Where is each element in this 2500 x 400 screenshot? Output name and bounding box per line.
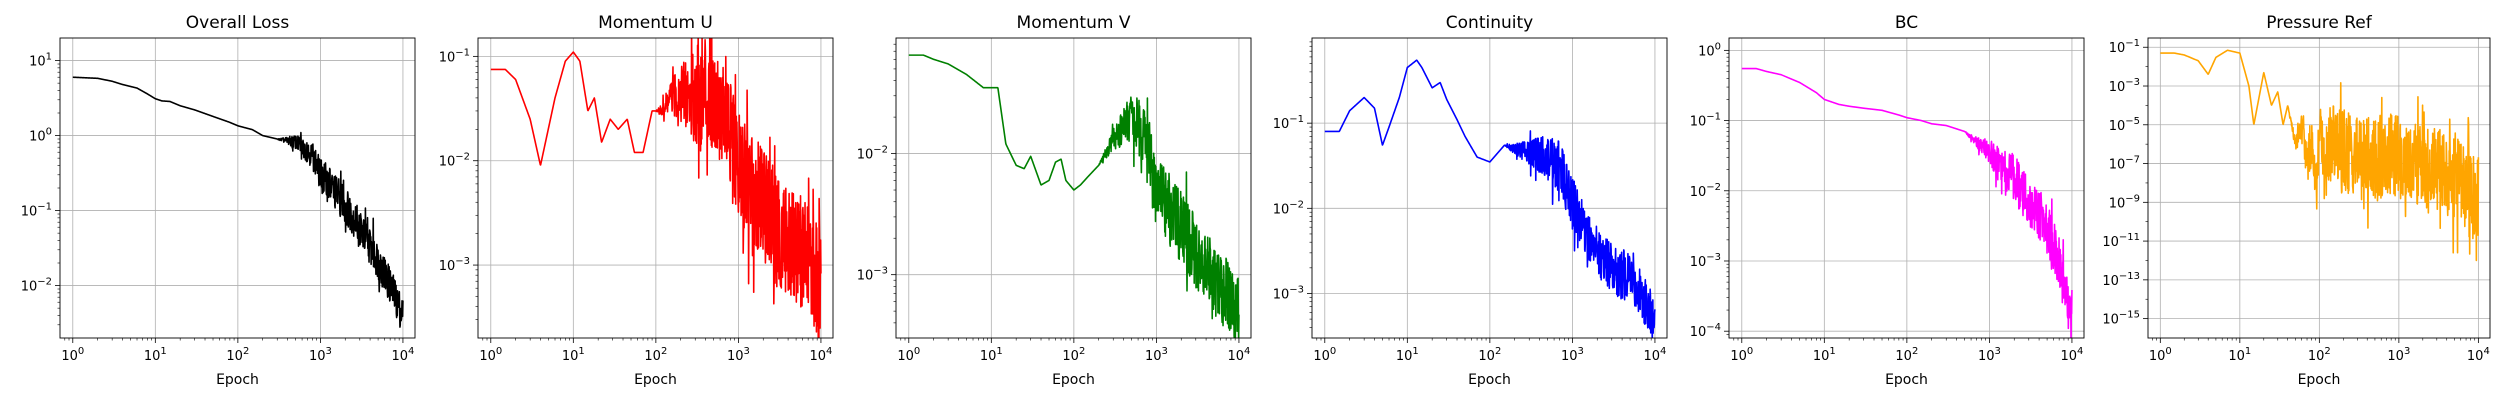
x-tick-label: 103 — [1145, 346, 1168, 364]
x-tick-label: 101 — [144, 346, 167, 364]
chart-4: 100 101 102 103 104 10−3 10−2 10−1 Continuity Epo… — [1273, 13, 1668, 388]
y-tick-label: 10−2 — [1273, 199, 1304, 217]
y-tick-label: 10−1 — [21, 202, 52, 220]
series-line — [72, 76, 404, 328]
plot-frame — [1728, 37, 2085, 339]
x-tick-label: 104 — [1227, 346, 1250, 364]
chart-title: BC — [1895, 13, 1918, 33]
x-axis-label: Epoch — [216, 372, 259, 388]
chart-2: 100 101 102 103 104 10−3 10−2 10−1 Momentum U Epo… — [439, 13, 834, 388]
x-tick-label: 100 — [2149, 346, 2172, 364]
x-tick-label: 101 — [980, 346, 1003, 364]
y-tick-label: 10−1 — [1273, 114, 1304, 132]
plot-frame — [2147, 37, 2491, 339]
x-axis-label: Epoch — [634, 372, 677, 388]
x-tick-label: 100 — [479, 346, 502, 364]
x-axis-label: Epoch — [1468, 372, 1511, 388]
y-tick-label: 10−5 — [2109, 116, 2140, 134]
chart-title: Momentum V — [1017, 13, 1131, 33]
plot-frame — [895, 37, 1252, 339]
x-tick-label: 103 — [1561, 346, 1584, 364]
x-tick-label: 100 — [897, 346, 920, 364]
chart-title: Momentum U — [598, 13, 713, 33]
y-tick-label: 10−3 — [439, 256, 470, 274]
series-line — [490, 38, 822, 338]
x-tick-label: 104 — [2060, 346, 2083, 364]
x-tick-label: 103 — [1978, 346, 2001, 364]
x-axis-label: Epoch — [1885, 372, 1928, 388]
x-tick-label: 104 — [1643, 346, 1666, 364]
y-tick-label: 10−7 — [2109, 155, 2140, 173]
x-tick-label: 103 — [2387, 346, 2410, 364]
y-tick-label: 10−3 — [2109, 77, 2140, 95]
y-tick-label: 10−2 — [1690, 182, 1721, 200]
y-tick-label: 10−2 — [21, 277, 52, 295]
y-tick-label: 100 — [29, 127, 52, 145]
x-tick-label: 100 — [1730, 346, 1753, 364]
x-axis-label: Epoch — [2298, 372, 2341, 388]
y-tick-label: 10−3 — [1690, 252, 1721, 270]
x-tick-label: 100 — [61, 346, 84, 364]
x-tick-label: 104 — [391, 346, 414, 364]
y-tick-label: 101 — [29, 52, 52, 70]
x-tick-label: 102 — [1478, 346, 1501, 364]
y-tick-label: 10−15 — [2102, 310, 2140, 328]
x-tick-label: 102 — [2308, 346, 2331, 364]
chart-1: 100 101 102 103 104 10−2 10−1 100 101 Overall Los… — [21, 13, 416, 388]
y-tick-label: 10−13 — [2102, 271, 2140, 289]
y-tick-label: 10−2 — [857, 145, 888, 163]
x-tick-label: 100 — [1313, 346, 1336, 364]
y-tick-label: 10−11 — [2102, 232, 2140, 250]
y-tick-label: 10−3 — [1273, 284, 1304, 302]
x-tick-label: 102 — [644, 346, 667, 364]
series-line — [908, 54, 1240, 338]
chart-3: 100 101 102 103 104 10−3 10−2 Momentum V Epoch — [857, 13, 1252, 388]
x-tick-label: 104 — [2467, 346, 2490, 364]
y-tick-label: 10−1 — [439, 47, 470, 65]
chart-title: Continuity — [1446, 13, 1533, 33]
chart-6: 100 101 102 103 104 10−15 10−13 10−11 10−9 10−7 10… — [2102, 13, 2491, 388]
y-tick-label: 10−3 — [857, 266, 888, 284]
y-tick-label: 10−9 — [2109, 193, 2140, 211]
x-tick-label: 101 — [1813, 346, 1836, 364]
x-tick-label: 102 — [1895, 346, 1918, 364]
chart-5: 100 101 102 103 104 10−4 10−3 10−2 10−1 100 BC Epoc… — [1690, 13, 2085, 388]
plot-frame — [477, 37, 834, 339]
chart-title: Overall Loss — [186, 13, 290, 33]
x-tick-label: 104 — [809, 346, 832, 364]
series-line — [1741, 67, 2073, 338]
plot-frame — [59, 37, 416, 339]
y-tick-label: 10−1 — [2109, 38, 2140, 56]
x-tick-label: 102 — [1062, 346, 1085, 364]
chart-title: Pressure Ref — [2266, 13, 2373, 33]
x-tick-label: 101 — [1396, 346, 1419, 364]
plot-frame — [1311, 37, 1668, 339]
y-tick-label: 10−4 — [1690, 322, 1721, 340]
y-tick-label: 10−1 — [1690, 112, 1721, 130]
x-tick-label: 101 — [2228, 346, 2251, 364]
x-tick-label: 101 — [562, 346, 585, 364]
y-tick-label: 10−2 — [439, 152, 470, 170]
x-tick-label: 103 — [309, 346, 332, 364]
series-line — [2159, 49, 2480, 262]
x-tick-label: 103 — [727, 346, 750, 364]
x-tick-label: 102 — [226, 346, 249, 364]
y-tick-label: 100 — [1698, 41, 1721, 59]
series-line — [1324, 59, 1656, 338]
x-axis-label: Epoch — [1052, 372, 1095, 388]
